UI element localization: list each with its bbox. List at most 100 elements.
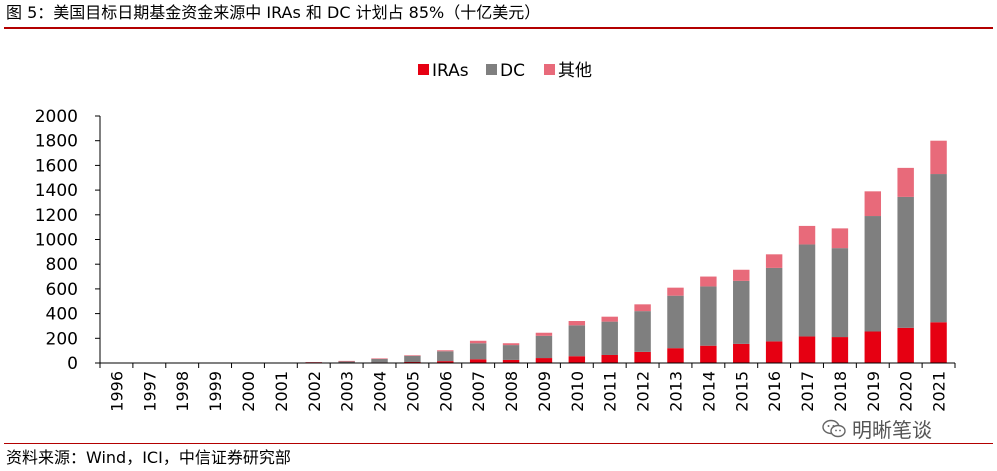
x-tick-label: 1996 xyxy=(107,371,126,412)
bar-dc-2007 xyxy=(469,343,487,360)
x-tick-label: 2019 xyxy=(864,371,883,412)
bar-series xyxy=(173,140,947,364)
bar-dc-2008 xyxy=(502,345,520,360)
x-tick-label: 2000 xyxy=(239,371,258,412)
x-tick-label: 2021 xyxy=(930,371,949,412)
bar-iras-2020 xyxy=(897,327,914,363)
bar-other-2005 xyxy=(404,355,421,356)
bar-other-2016 xyxy=(765,254,783,268)
bar-other-2012 xyxy=(634,304,651,312)
bar-dc-2006 xyxy=(437,351,454,362)
x-tick-label: 2003 xyxy=(338,371,357,412)
bar-iras-2012 xyxy=(634,351,651,363)
bar-iras-2008 xyxy=(502,359,520,363)
bar-dc-2004 xyxy=(371,358,388,363)
bar-iras-2018 xyxy=(831,337,849,363)
y-tick-label: 1400 xyxy=(35,181,78,201)
bar-dc-2021 xyxy=(930,174,947,323)
x-tick-label: 2002 xyxy=(305,371,324,412)
legend-swatch-iras xyxy=(418,64,429,75)
bar-iras-2007 xyxy=(469,359,487,363)
x-tick-label: 2005 xyxy=(403,371,422,412)
watermark: 明晰笔谈 xyxy=(822,414,932,443)
bar-iras-2010 xyxy=(568,356,586,363)
bar-dc-2015 xyxy=(733,280,750,344)
source-divider xyxy=(4,443,993,444)
title-divider xyxy=(4,27,993,29)
y-axis: 0 200 400 600 800 1000 1200 1400 1600 1800 2000 xyxy=(35,107,101,374)
bar-other-2021 xyxy=(930,140,947,175)
bar-dc-2010 xyxy=(568,325,586,357)
bar-other-2020 xyxy=(897,167,914,197)
x-tick-label: 1998 xyxy=(173,371,192,412)
bar-other-2007 xyxy=(469,340,487,344)
x-tick-label: 2009 xyxy=(535,371,554,412)
y-tick-label: 1800 xyxy=(35,132,78,152)
bar-other-2009 xyxy=(535,332,553,336)
bar-other-2018 xyxy=(831,228,849,249)
bar-iras-2017 xyxy=(798,336,816,363)
bar-other-2017 xyxy=(798,225,816,245)
y-tick-label: 800 xyxy=(46,255,78,275)
y-tick-label: 2000 xyxy=(35,107,78,127)
x-tick-label: 2012 xyxy=(634,371,653,412)
watermark-text: 明晰笔谈 xyxy=(852,418,932,442)
y-tick-label: 1000 xyxy=(35,231,78,251)
bar-other-2002 xyxy=(305,362,322,363)
x-tick-label: 2017 xyxy=(798,371,817,412)
x-tick-label: 2010 xyxy=(568,371,587,412)
y-tick-label: 400 xyxy=(46,305,78,325)
bar-other-2015 xyxy=(733,269,750,281)
x-tick-label: 2001 xyxy=(272,371,291,412)
bar-dc-2012 xyxy=(634,311,651,352)
y-tick-label: 600 xyxy=(46,280,78,300)
wechat-icon xyxy=(822,419,846,437)
bar-other-2013 xyxy=(667,287,684,296)
bar-other-2004 xyxy=(371,358,388,360)
bar-iras-2019 xyxy=(864,331,882,363)
y-tick-label: 1200 xyxy=(35,206,78,226)
y-tick-label: 200 xyxy=(46,329,78,349)
y-tick-label: 1600 xyxy=(35,156,78,176)
bar-other-2008 xyxy=(502,343,520,346)
bar-dc-2003 xyxy=(338,361,355,363)
bar-other-2006 xyxy=(437,350,454,352)
chart-title: 图 5：美国目标日期基金资金来源中 IRAs 和 DC 计划占 85%（十亿美元… xyxy=(6,3,541,22)
bar-other-2019 xyxy=(864,191,882,217)
bar-iras-2016 xyxy=(765,341,783,363)
bar-iras-2013 xyxy=(667,348,684,363)
x-tick-label: 2014 xyxy=(699,371,718,412)
x-tick-label: 1997 xyxy=(140,371,159,412)
x-tick-label: 2015 xyxy=(732,371,751,412)
bar-iras-2021 xyxy=(930,322,947,363)
bar-dc-2014 xyxy=(700,286,717,346)
bar-other-2003 xyxy=(338,360,355,362)
x-tick-label: 2013 xyxy=(666,371,685,412)
bar-dc-2020 xyxy=(897,196,914,328)
legend-swatch-other xyxy=(544,64,555,75)
bar-dc-2013 xyxy=(667,295,684,349)
bar-dc-2019 xyxy=(864,216,882,332)
bar-other-2011 xyxy=(601,316,618,322)
bar-dc-2009 xyxy=(535,335,553,359)
x-tick-label: 2011 xyxy=(601,371,620,412)
x-tick-label: 2006 xyxy=(436,371,455,412)
x-tick-label: 2018 xyxy=(831,371,850,412)
y-tick-label: 0 xyxy=(67,354,78,374)
x-tick-label: 2004 xyxy=(371,371,390,412)
x-axis: 1996 1997 1998 1999 2000 2001 2002 2003 2004 2005… xyxy=(99,362,956,412)
bar-dc-2011 xyxy=(601,321,618,355)
bar-dc-2005 xyxy=(404,355,421,363)
bar-iras-2015 xyxy=(733,343,750,363)
x-tick-label: 2007 xyxy=(469,371,488,412)
bar-dc-2017 xyxy=(798,244,816,337)
bar-dc-2016 xyxy=(765,267,783,342)
bar-dc-2018 xyxy=(831,248,849,338)
legend-label-other: 其他 xyxy=(558,61,592,81)
legend-label-dc: DC xyxy=(500,61,525,81)
bar-other-2014 xyxy=(700,276,717,287)
bar-iras-2014 xyxy=(700,345,717,363)
bar-iras-2011 xyxy=(601,354,618,363)
source-note: 资料来源：Wind，ICI，中信证券研究部 xyxy=(6,448,291,467)
